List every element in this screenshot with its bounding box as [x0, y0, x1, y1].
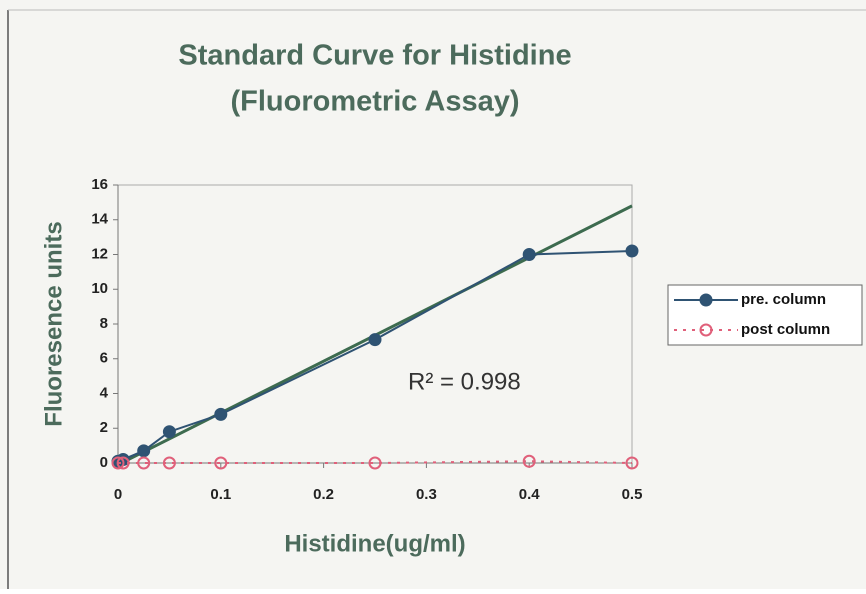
- chart-title: Standard Curve for Histidine: [178, 40, 571, 72]
- data-point: [162, 456, 176, 470]
- data-point: [522, 248, 536, 261]
- data-point: [625, 456, 639, 470]
- data-point: [368, 333, 382, 347]
- x-tick-label: 0.3: [416, 486, 437, 503]
- data-point: [214, 407, 228, 421]
- y-tick-label: 16: [91, 176, 108, 193]
- legend-label: post column: [741, 321, 830, 338]
- x-axis-label: Histidine(ug/ml): [284, 530, 465, 557]
- x-tick-label: 0.4: [519, 486, 541, 503]
- legend-box: [667, 284, 863, 346]
- y-tick-label: 12: [91, 245, 108, 262]
- legend-label: pre. column: [741, 291, 826, 308]
- data-point: [625, 244, 639, 258]
- data-point: [137, 456, 151, 470]
- data-point: [116, 456, 130, 470]
- data-point: [214, 456, 228, 470]
- y-tick-label: 6: [100, 350, 108, 367]
- data-point: [162, 425, 176, 439]
- chart-title: (Fluorometric Assay): [231, 86, 520, 118]
- data-point: [522, 454, 536, 468]
- y-tick-label: 4: [100, 384, 109, 401]
- data-point: [137, 444, 151, 458]
- y-tick-label: 8: [100, 315, 108, 332]
- data-point: [111, 456, 125, 470]
- y-tick-label: 2: [100, 419, 108, 436]
- y-tick-label: 14: [91, 211, 108, 228]
- y-tick-label: 10: [91, 280, 108, 297]
- legend-marker: [699, 323, 713, 337]
- x-tick-label: 0.2: [313, 486, 334, 503]
- x-tick-label: 0.5: [622, 486, 643, 503]
- x-tick-label: 0: [114, 486, 122, 503]
- x-tick-label: 0.1: [210, 486, 231, 503]
- annotation: R² = 0.998: [408, 368, 521, 395]
- y-axis-label: Fluoresence units: [40, 221, 67, 426]
- legend-marker: [699, 293, 713, 307]
- y-tick-label: 0: [100, 454, 108, 471]
- data-point: [368, 456, 382, 470]
